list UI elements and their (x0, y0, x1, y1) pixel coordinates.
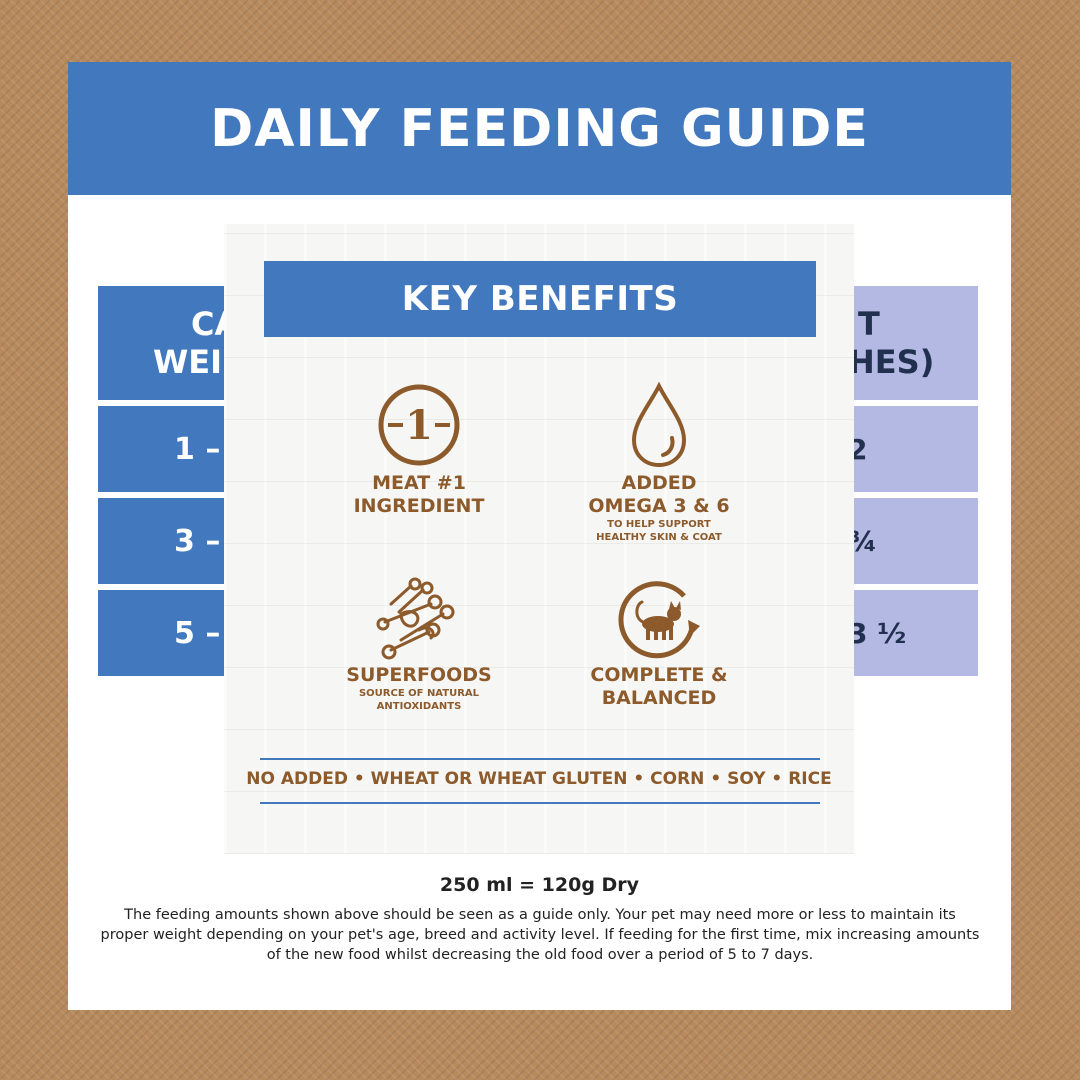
table-header-weight-line2: WEI (153, 343, 223, 381)
benefit-complete-title-1: COMPLETE & (590, 664, 728, 686)
page-title: DAILY FEEDING GUIDE (210, 98, 869, 159)
serving-size-note: 250 ml = 120g Dry (439, 874, 640, 896)
benefit-superfoods-sub-2: ANTIOXIDANTS (376, 701, 462, 712)
benefit-omega-sub-1: TO HELP SUPPORT (607, 519, 711, 530)
benefit-omega-title-1: ADDED (621, 472, 697, 494)
benefit-meat-title-1: MEAT #1 (372, 472, 466, 494)
feeding-disclaimer: The feeding amounts shown above should b… (100, 907, 980, 963)
superfoods-icon (376, 577, 455, 660)
key-benefits-panel: KEY BENEFITS 1 MEAT #1 INGREDIENT ADDED … (224, 224, 854, 854)
table-header-amount-line1: T (858, 305, 880, 343)
key-benefits-header: KEY BENEFITS (264, 261, 816, 337)
table-row-3-amount: 3 ½ (848, 590, 978, 676)
benefit-superfoods-title: SUPERFOODS (346, 664, 492, 686)
key-benefits-title: KEY BENEFITS (401, 279, 679, 319)
divider-bottom (260, 802, 820, 804)
benefit-superfoods-sub-1: SOURCE OF NATURAL (358, 688, 480, 699)
benefit-complete-title-2: BALANCED (601, 687, 717, 709)
benefit-omega-sub-2: HEALTHY SKIN & COAT (596, 532, 722, 543)
feeding-guide-header: DAILY FEEDING GUIDE (68, 62, 1011, 195)
no-added-statement: NO ADDED • WHEAT OR WHEAT GLUTEN • CORN … (246, 769, 832, 789)
table-row-1-amount: 2 (848, 406, 978, 492)
oil-drop-icon (631, 382, 687, 468)
table-header-amount: T HES) (848, 286, 978, 400)
benefit-complete-balanced: COMPLETE & BALANCED (539, 574, 779, 710)
table-row-2-amount: ¾ (848, 498, 978, 584)
number-one-badge-icon: 1 (378, 384, 460, 466)
number-one-label: 1 (405, 402, 433, 449)
cat-cycle-icon (618, 581, 700, 659)
benefit-meat-first: 1 MEAT #1 INGREDIENT (299, 382, 539, 518)
divider-top (260, 758, 820, 760)
benefit-meat-title-2: INGREDIENT (353, 495, 485, 517)
benefit-superfoods: SUPERFOODS SOURCE OF NATURAL ANTIOXIDANT… (299, 574, 539, 713)
table-header-amount-line2: HES) (848, 343, 935, 381)
benefit-omega: ADDED OMEGA 3 & 6 TO HELP SUPPORT HEALTH… (539, 382, 779, 544)
benefit-omega-title-2: OMEGA 3 & 6 (588, 495, 730, 517)
